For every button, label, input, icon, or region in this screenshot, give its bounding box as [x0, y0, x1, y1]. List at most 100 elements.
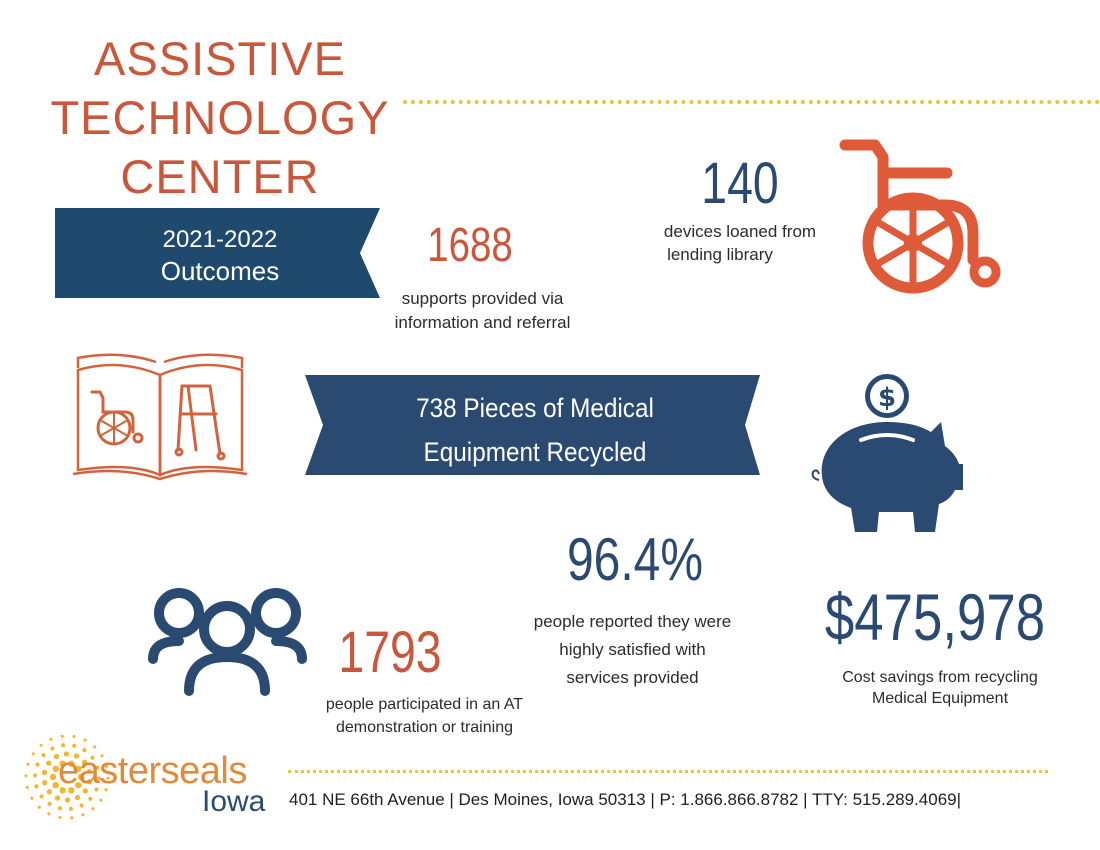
logo-dot: [77, 773, 85, 781]
logo-dot: [46, 760, 52, 766]
satisfaction-caption-line-1: people reported they were: [533, 612, 732, 631]
outcomes-banner-year: 2021-2022: [162, 226, 278, 253]
devices-caption-line-2: lending library: [667, 245, 773, 264]
logo-dot: [52, 782, 59, 789]
title-line-2: TECHNOLOGY: [50, 91, 390, 144]
logo-dot: [72, 735, 76, 739]
recycled-banner-line-1: 738 Pieces of Medical: [416, 393, 654, 423]
footer-address: 401 NE 66th Avenue | Des Moines, Iowa 50…: [289, 790, 962, 809]
logo-dot: [81, 759, 88, 765]
logo-dot: [106, 776, 110, 780]
piggy-bank-icon: $: [811, 374, 963, 532]
logo-dot: [41, 753, 46, 758]
brand-name: easterseals: [58, 750, 247, 792]
logo-dot: [52, 765, 59, 772]
logo-dot: [82, 748, 87, 753]
satisfaction-caption-line-2: highly satisfied with: [559, 640, 706, 659]
participants-caption-line-2: demonstration or training: [336, 719, 513, 736]
logo-dot: [31, 752, 35, 756]
logo-dot: [94, 787, 99, 792]
logo-dot: [105, 765, 109, 769]
logo-dot: [88, 796, 93, 801]
logo-dot: [81, 813, 85, 817]
svg-text:$: $: [878, 383, 896, 413]
logo-dot: [41, 769, 48, 776]
logo-dot: [46, 789, 53, 795]
logo-dot: [47, 801, 52, 806]
logo-dot: [24, 774, 28, 778]
logo-dot: [73, 753, 80, 759]
logo-dot: [34, 784, 39, 789]
logo-dot: [30, 796, 34, 800]
logo-dot: [86, 768, 92, 774]
logo-dot: [59, 760, 66, 767]
savings-caption-line-1: Cost savings from recycling: [842, 669, 1038, 686]
logo-dot: [49, 737, 53, 741]
top-dotted-divider: [403, 100, 1100, 104]
logo-dot: [74, 794, 81, 801]
logo-dot: [53, 753, 60, 760]
logo-dot: [25, 785, 29, 789]
logo-dot: [39, 794, 44, 799]
logo-dot: [49, 773, 57, 781]
logo-dot: [70, 816, 74, 820]
logo-dot: [68, 760, 75, 767]
wheelchair-icon: [839, 139, 1001, 294]
open-book-icon: [72, 353, 248, 481]
title-line-3: CENTER: [120, 150, 320, 203]
satisfaction-caption-line-3: services provided: [566, 668, 699, 687]
logo-dot: [75, 765, 82, 772]
logo-dot: [59, 787, 66, 794]
logo-dot: [95, 765, 100, 770]
logo-dot: [104, 788, 108, 792]
logo-dot: [37, 805, 41, 809]
bottom-dotted-divider: [288, 770, 1048, 773]
logo-dot: [90, 755, 95, 760]
logo-dot: [75, 782, 82, 789]
logo-dot: [82, 788, 88, 794]
savings-caption-line-2: Medical Equipment: [871, 690, 1009, 707]
savings-value: $475,978: [824, 580, 1046, 654]
logo-dot: [42, 780, 48, 786]
logo-dot: [35, 762, 40, 767]
logo-dot: [54, 795, 61, 801]
logo-dot: [63, 751, 70, 757]
satisfaction-value: 96.4%: [566, 526, 704, 593]
logo-dot: [91, 807, 95, 811]
participants-caption-line-1: people participated in an AT: [325, 696, 524, 713]
logo-dot: [47, 812, 51, 816]
logo-dot: [57, 806, 62, 811]
logo-dot: [86, 778, 93, 785]
logo-dot: [61, 743, 66, 748]
supports-caption-line-1: supports provided via: [401, 289, 564, 308]
logo-dot: [99, 798, 103, 802]
logo-dot: [32, 773, 38, 778]
devices-caption-line-1: devices loaned from: [663, 222, 817, 241]
easterseals-sunburst-logo: [24, 734, 110, 820]
logo-dot: [96, 776, 102, 781]
logo-dot: [72, 743, 77, 748]
logo-dot: [39, 743, 43, 747]
outcomes-banner-label: Outcomes: [160, 256, 280, 286]
devices-value: 140: [701, 151, 779, 216]
recycled-banner-line-2: Equipment Recycled: [423, 437, 647, 467]
logo-dot: [64, 797, 71, 803]
logo-dot: [26, 762, 30, 766]
supports-caption-line-2: information and referral: [394, 313, 571, 332]
supports-value: 1688: [427, 219, 513, 272]
recycled-banner: [305, 375, 760, 475]
people-group-icon: [148, 588, 307, 696]
logo-dot: [68, 787, 75, 794]
logo-dot: [100, 754, 104, 758]
logo-dot: [93, 745, 97, 749]
logo-dot: [83, 738, 87, 742]
participants-value: 1793: [338, 620, 442, 685]
title-line-1: ASSISTIVE: [94, 32, 346, 85]
brand-region: Iowa: [202, 785, 266, 818]
logo-dot: [50, 746, 55, 751]
outcomes-banner: [55, 208, 380, 298]
logo-dot: [58, 815, 62, 819]
logo-dot: [68, 806, 73, 811]
logo-dot: [60, 734, 64, 738]
logo-dot: [79, 803, 84, 808]
